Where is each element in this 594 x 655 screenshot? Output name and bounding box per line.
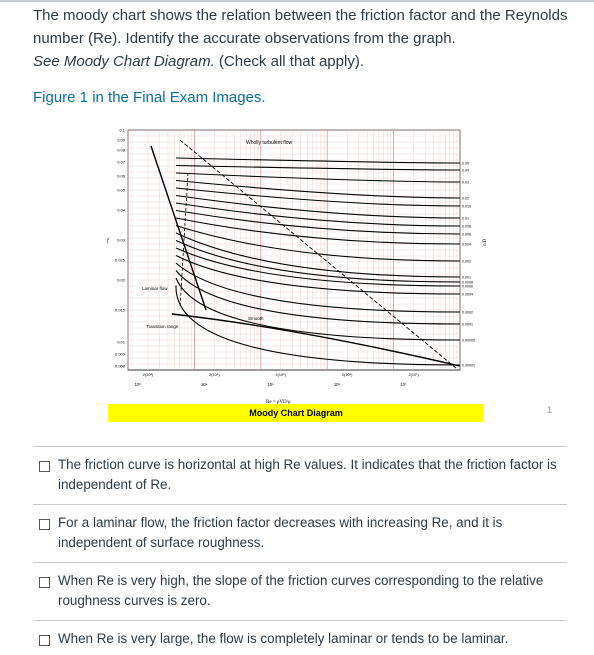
left-tick-label: 0.015 — [115, 308, 126, 313]
answer-1-checkbox[interactable] — [39, 461, 50, 472]
question-text: The moody chart shows the relation betwe… — [33, 4, 578, 73]
sub-decade-label: 2(10⁵) — [276, 373, 287, 377]
decade-label: 10⁵ — [267, 382, 274, 387]
roughness-curve — [175, 277, 461, 341]
roughness-curve — [175, 240, 461, 283]
left-tick-label: 0.07 — [117, 160, 126, 165]
right-tick-label: 0.05 — [462, 162, 469, 166]
left-tick-label: 0.09 — [117, 138, 126, 143]
right-tick-label: 0.03 — [462, 181, 469, 185]
roughness-curve — [175, 209, 461, 235]
right-tick-label: 0.006 — [462, 233, 471, 237]
roughness-curves — [175, 157, 461, 366]
smooth-label: Smooth — [248, 316, 264, 321]
answer-option-1[interactable]: The friction curve is horizontal at high… — [33, 446, 567, 503]
answer-option-2[interactable]: For a laminar flow, the friction factor … — [33, 504, 567, 561]
left-axis-ticks: 0.1 0.09 0.08 0.07 0.06 0.05 0.04 0.03 0.025 0.02… — [115, 128, 126, 369]
roughness-curve — [175, 217, 461, 245]
right-tick-label: 0.008 — [462, 225, 471, 229]
right-tick-label: 0.02 — [462, 197, 469, 201]
answer-option-4[interactable]: When Re is very large, the flow is compl… — [33, 620, 567, 655]
answer-4-checkbox[interactable] — [39, 635, 50, 646]
roughness-curve — [175, 179, 461, 199]
right-tick-label: 0.0001 — [462, 323, 473, 327]
roughness-curve — [175, 270, 461, 325]
left-tick-label: 0.008 — [115, 364, 126, 369]
moody-chart-image: 0.1 0.09 0.08 0.07 0.06 0.05 0.04 0.03 0.025 0.02… — [96, 118, 502, 426]
left-tick-label: 0.03 — [117, 238, 126, 243]
right-tick-label: 0.00001 — [462, 364, 475, 368]
left-tick-label: 0.025 — [115, 258, 126, 263]
question-line-2-italic: See Moody Chart Diagram. — [33, 53, 215, 70]
f-axis-label: f — [107, 237, 110, 244]
decade-label: 10³ — [135, 382, 142, 387]
roughness-curve — [175, 157, 461, 164]
question-line-1: The moody chart shows the relation betwe… — [33, 7, 568, 47]
page-marker: 1 — [547, 405, 553, 415]
bottom-axis-labels: 10³ 10⁴ 10⁵ 10⁶ 10⁷ 2(10³) 2(10⁴) 2(10⁵) 2(10⁶) 2… — [135, 373, 420, 387]
question-line-2: See Moody Chart Diagram. (Check all that… — [33, 50, 578, 73]
moody-chart-svg: 0.1 0.09 0.08 0.07 0.06 0.05 0.04 0.03 0.025 0.02… — [107, 128, 488, 406]
sub-decade-label: 2(10⁴) — [209, 373, 220, 377]
left-tick-label: 0.01 — [117, 340, 126, 345]
transition-label: Transition range — [146, 324, 179, 329]
transition-dashed-line — [179, 172, 189, 309]
roughness-curve — [175, 194, 461, 219]
right-tick-label: 0.015 — [462, 205, 471, 209]
decade-label: 10⁷ — [400, 382, 407, 387]
right-tick-label: 0.00005 — [462, 339, 475, 343]
roughness-curve — [175, 224, 461, 262]
roughness-curve — [175, 247, 461, 287]
roughness-curve — [175, 255, 461, 295]
left-tick-label: 0.1 — [119, 128, 125, 133]
right-axis-ticks: 0.05 0.04 0.03 0.02 0.015 0.01 0.008 0.006 0.004… — [462, 162, 475, 368]
reynolds-formula: Re = ρVD/μ — [266, 400, 291, 405]
answer-option-3[interactable]: When Re is very high, the slope of the f… — [33, 562, 567, 619]
roughness-curve — [175, 232, 461, 278]
right-tick-label: 0.001 — [462, 276, 471, 280]
decade-label: 10⁴ — [201, 382, 208, 387]
answer-1-text: The friction curve is horizontal at high… — [58, 457, 557, 492]
answer-2-text: For a laminar flow, the friction factor … — [58, 515, 503, 550]
roughness-curve — [175, 172, 461, 183]
right-tick-label: 0.0004 — [462, 293, 473, 297]
right-tick-label: 0.0008 — [462, 281, 473, 285]
laminar-label: Laminar flow — [142, 286, 168, 291]
right-tick-label: 0.04 — [462, 169, 469, 173]
sub-decade-label: 2(10³) — [143, 373, 154, 377]
wholly-turbulent-label: Wholly turbulent flow — [246, 140, 293, 146]
right-tick-label: 0.01 — [462, 217, 469, 221]
right-tick-label: 0.0002 — [462, 311, 473, 315]
laminar-line — [150, 145, 207, 311]
answer-3-text: When Re is very high, the slope of the f… — [58, 573, 544, 608]
roughness-curve — [175, 164, 461, 171]
left-tick-label: 0.05 — [117, 188, 126, 193]
eps-axis-label: ε/D — [483, 239, 488, 246]
sub-decade-label: 2(10⁶) — [342, 373, 353, 377]
answer-2-checkbox[interactable] — [39, 519, 50, 530]
answer-4-text: When Re is very large, the flow is compl… — [58, 631, 509, 646]
smooth-pipe-curve — [171, 313, 461, 367]
left-tick-label: 0.009 — [115, 352, 126, 357]
roughness-curve — [175, 202, 461, 227]
figure-link[interactable]: Figure 1 in the Final Exam Images. — [33, 89, 266, 106]
question-line-2-suffix: (Check all that apply). — [214, 53, 364, 70]
top-divider — [0, 0, 594, 2]
roughness-curve — [175, 187, 461, 207]
left-tick-label: 0.04 — [117, 208, 126, 213]
answer-3-checkbox[interactable] — [39, 577, 50, 588]
left-tick-label: 0.08 — [117, 148, 126, 153]
right-tick-label: 0.002 — [462, 260, 471, 264]
decade-label: 10⁶ — [334, 382, 341, 387]
right-tick-label: 0.004 — [462, 243, 471, 247]
chart-caption: Moody Chart Diagram — [108, 404, 484, 422]
sub-decade-label: 2(10⁷) — [408, 373, 419, 377]
left-tick-label: 0.06 — [117, 174, 126, 179]
left-tick-label: 0.02 — [117, 278, 126, 283]
right-tick-label: 0.0006 — [462, 285, 473, 289]
